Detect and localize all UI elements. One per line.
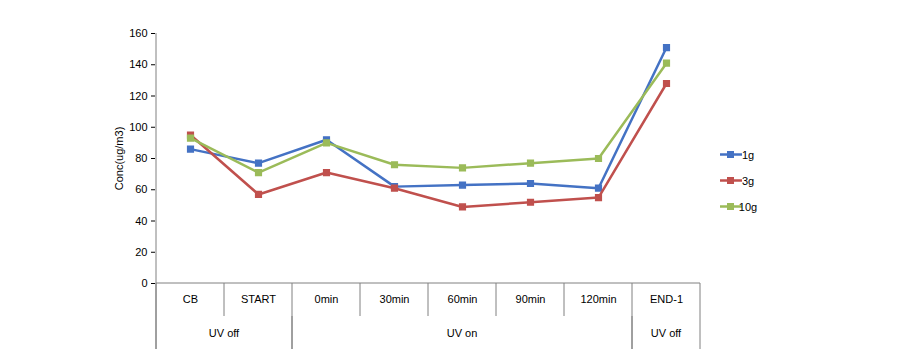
svg-text:20: 20	[135, 246, 147, 258]
svg-text:1g: 1g	[742, 149, 754, 161]
svg-text:160: 160	[129, 27, 147, 39]
svg-text:Conc(ug/m3): Conc(ug/m3)	[113, 127, 125, 191]
svg-text:100: 100	[129, 121, 147, 133]
svg-text:UV on: UV on	[447, 327, 478, 339]
svg-text:UV off: UV off	[209, 327, 240, 339]
svg-text:CB: CB	[183, 293, 198, 305]
svg-text:120: 120	[129, 90, 147, 102]
svg-text:0: 0	[141, 277, 147, 289]
svg-text:UV off: UV off	[651, 327, 682, 339]
svg-text:30min: 30min	[380, 293, 410, 305]
svg-text:3g: 3g	[742, 175, 754, 187]
svg-text:80: 80	[135, 152, 147, 164]
svg-text:10g: 10g	[739, 201, 757, 213]
svg-text:0min: 0min	[315, 293, 339, 305]
svg-text:END-1: END-1	[650, 293, 683, 305]
svg-text:60: 60	[135, 183, 147, 195]
svg-text:40: 40	[135, 215, 147, 227]
svg-text:START: START	[241, 293, 276, 305]
svg-text:140: 140	[129, 58, 147, 70]
svg-text:60min: 60min	[448, 293, 478, 305]
svg-text:120min: 120min	[580, 293, 616, 305]
svg-text:90min: 90min	[516, 293, 546, 305]
